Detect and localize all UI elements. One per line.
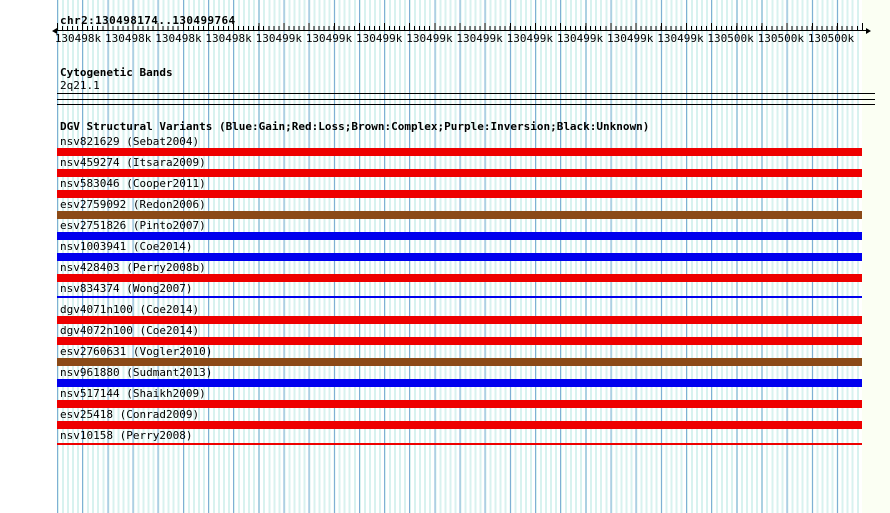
ruler-tick-label: 130500k <box>707 32 754 45</box>
ruler-tick-label: 130498k <box>155 32 202 45</box>
ruler-tick-label: 130500k <box>757 32 804 45</box>
ruler-tick-label: 130498k <box>105 32 152 45</box>
dgv-track-header: DGV Structural Variants (Blue:Gain;Red:L… <box>60 120 650 133</box>
variant-label: esv25418 (Conrad2009) <box>60 408 200 421</box>
cytoband-bar[interactable] <box>57 99 875 105</box>
variant-bar[interactable] <box>57 169 862 177</box>
ruler-tick-label: 130499k <box>607 32 654 45</box>
variant-line[interactable] <box>57 443 862 445</box>
variant-bar[interactable] <box>57 316 862 324</box>
ruler-tick-label: 130499k <box>506 32 553 45</box>
ruler-tick-label: 130499k <box>657 32 704 45</box>
variant-bar[interactable] <box>57 232 862 240</box>
variant-bar[interactable] <box>57 253 862 261</box>
cytoband-label: 2q21.1 <box>60 79 100 92</box>
variant-bar[interactable] <box>57 211 862 219</box>
right-arrow-icon <box>866 28 871 34</box>
variant-label: nsv821629 (Sebat2004) <box>60 135 200 148</box>
variant-label: nsv459274 (Itsara2009) <box>60 156 206 169</box>
variant-bar[interactable] <box>57 190 862 198</box>
variant-bar[interactable] <box>57 148 862 156</box>
variant-label: nsv1003941 (Coe2014) <box>60 240 193 253</box>
ruler-tick-label: 130499k <box>456 32 503 45</box>
variant-label: nsv517144 (Shaikh2009) <box>60 387 206 400</box>
variant-label: nsv961880 (Sudmant2013) <box>60 366 213 379</box>
ruler-tick-label: 130499k <box>406 32 453 45</box>
ruler-tick-label: 130498k <box>54 32 102 45</box>
variant-label: esv2759092 (Redon2006) <box>60 198 206 211</box>
variant-label: nsv834374 (Wong2007) <box>60 282 193 295</box>
ruler-tick-label: 130499k <box>556 32 604 45</box>
variant-label: esv2751826 (Pinto2007) <box>60 219 206 232</box>
ruler-tick-label: 130498k <box>205 32 252 45</box>
variant-label: nsv10158 (Perry2008) <box>60 429 193 442</box>
variant-label: esv2760631 (Vogler2010) <box>60 345 213 358</box>
ruler-axis-line <box>57 30 867 31</box>
ruler-tick-label: 130499k <box>255 32 302 45</box>
cytogenetic-bands-title: Cytogenetic Bands <box>60 66 173 79</box>
variant-bar[interactable] <box>57 379 862 387</box>
ruler-tick-label: 130499k <box>356 32 403 45</box>
ruler-tick-label: 130500k <box>807 32 855 45</box>
variant-label: nsv583046 (Cooper2011) <box>60 177 206 190</box>
variant-bar[interactable] <box>57 274 862 282</box>
cytoband-underline <box>57 93 875 94</box>
ruler-major-ticks <box>57 23 863 30</box>
ruler-tick-label: 130499k <box>305 32 353 45</box>
left-arrow-icon <box>52 28 57 34</box>
variant-bar[interactable] <box>57 337 862 345</box>
right-margin <box>862 0 890 513</box>
variant-line[interactable] <box>57 296 862 298</box>
variant-label: nsv428403 (Perry2008b) <box>60 261 206 274</box>
variant-label: dgv4071n100 (Coe2014) <box>60 303 200 316</box>
variant-bar[interactable] <box>57 421 862 429</box>
variant-bar[interactable] <box>57 400 862 408</box>
variant-bar[interactable] <box>57 358 862 366</box>
variant-label: dgv4072n100 (Coe2014) <box>60 324 200 337</box>
